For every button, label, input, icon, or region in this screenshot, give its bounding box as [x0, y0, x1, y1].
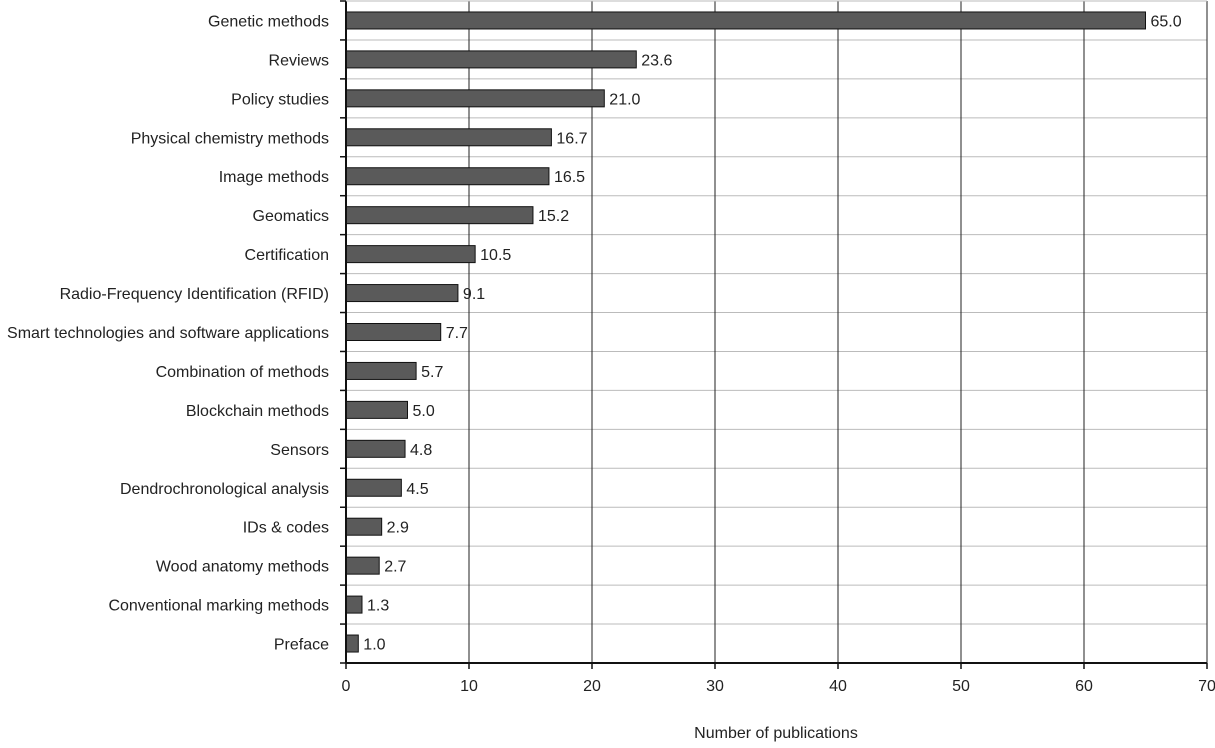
- category-label: Image methods: [219, 169, 329, 186]
- data-label: 21.0: [609, 91, 640, 108]
- data-label: 5.0: [413, 403, 435, 420]
- x-tick-label: 50: [952, 678, 970, 695]
- data-label: 15.2: [538, 208, 569, 225]
- x-tick-label: 30: [706, 678, 724, 695]
- data-label: 65.0: [1151, 13, 1182, 30]
- bar: [345, 284, 459, 303]
- data-label: 1.0: [363, 637, 385, 654]
- x-tick-label: 40: [829, 678, 847, 695]
- category-label: Preface: [274, 637, 329, 654]
- bar: [345, 478, 402, 497]
- data-label: 10.5: [480, 247, 511, 264]
- x-tick-label: 60: [1075, 678, 1093, 695]
- category-label: Dendrochronological analysis: [120, 481, 329, 498]
- x-tick-label: 10: [460, 678, 478, 695]
- data-label: 9.1: [463, 286, 485, 303]
- x-tick-label: 70: [1198, 678, 1215, 695]
- bar: [345, 128, 552, 147]
- bar: [345, 439, 406, 458]
- data-label: 2.7: [384, 559, 406, 576]
- bar: [345, 595, 363, 614]
- bar: [345, 361, 417, 380]
- bar: [345, 517, 383, 536]
- category-label: Combination of methods: [156, 364, 329, 381]
- axes: 0 10 20 30 40 50 60 70 Genetic methods Reviews Pol…: [7, 0, 1215, 695]
- x-tick-label: 0: [342, 678, 351, 695]
- category-label: Geomatics: [253, 208, 329, 225]
- category-label: Smart technologies and software applicat…: [7, 325, 329, 342]
- data-label: 16.7: [556, 130, 587, 147]
- category-label: Reviews: [269, 52, 329, 69]
- data-label: 7.7: [446, 325, 468, 342]
- data-label: 4.8: [410, 442, 432, 459]
- data-label: 5.7: [421, 364, 443, 381]
- x-tick-label: 20: [583, 678, 601, 695]
- bar: [345, 50, 637, 69]
- category-label: Policy studies: [231, 91, 329, 108]
- category-label: Certification: [245, 247, 329, 264]
- category-label: Sensors: [270, 442, 329, 459]
- bar: [345, 400, 408, 419]
- data-label: 2.9: [387, 520, 409, 537]
- category-label: Physical chemistry methods: [131, 130, 329, 147]
- data-label: 1.3: [367, 598, 389, 615]
- bar: [345, 89, 605, 108]
- category-label: Conventional marking methods: [108, 598, 329, 615]
- data-label: 23.6: [641, 52, 672, 69]
- bar: [345, 323, 442, 341]
- data-label: 4.5: [406, 481, 428, 498]
- data-label: 16.5: [554, 169, 585, 186]
- bars: 65.0 23.6 21.0 16.7 16.5 15.2 10.5 9.1 7.7 5.7 5.0…: [345, 11, 1182, 654]
- bar: [345, 245, 476, 264]
- category-label: Genetic methods: [208, 13, 329, 30]
- bar: [345, 11, 1146, 30]
- category-label: Blockchain methods: [186, 403, 329, 420]
- bar: [345, 167, 550, 186]
- category-label: Radio-Frequency Identification (RFID): [60, 286, 329, 303]
- category-label: IDs & codes: [243, 520, 329, 537]
- x-axis-label: Number of publications: [694, 725, 858, 742]
- bar: [345, 556, 380, 575]
- bar: [345, 206, 534, 225]
- bar: [345, 634, 359, 653]
- category-label: Wood anatomy methods: [156, 559, 329, 576]
